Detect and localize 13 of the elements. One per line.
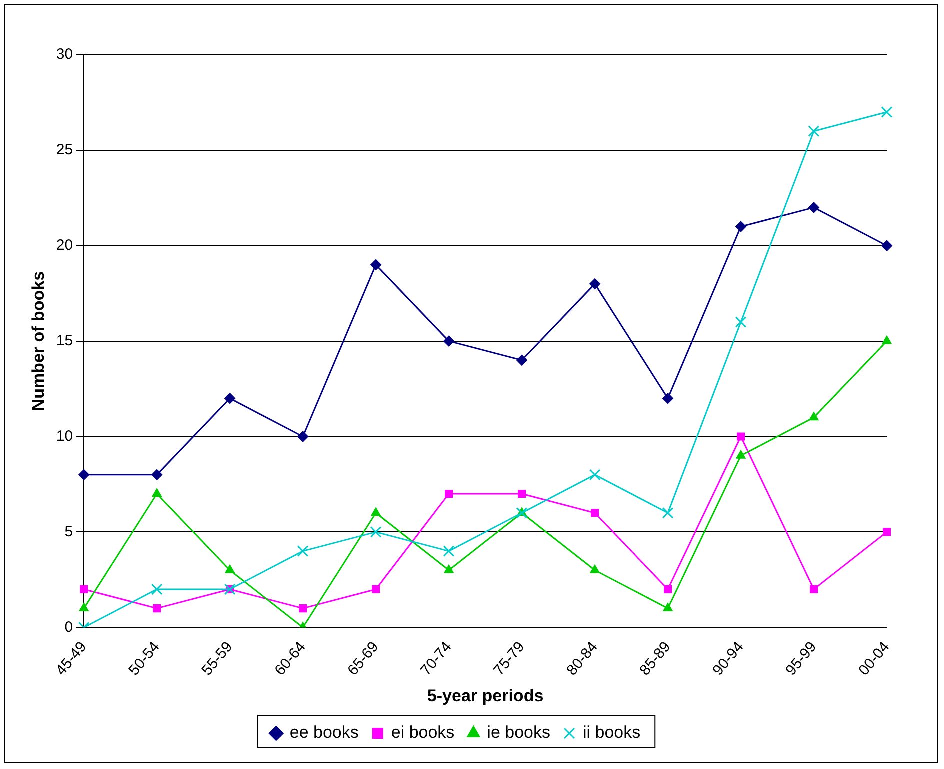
y-axis-title: Number of books: [28, 271, 48, 412]
y-tick-label: 25: [56, 142, 74, 159]
x-axis-title: 5-year periods: [427, 686, 544, 706]
y-tick-label: 30: [56, 46, 74, 64]
y-tick-label: 20: [56, 237, 74, 254]
y-tick-label: 5: [64, 523, 74, 540]
legend-label: ii books: [582, 723, 641, 742]
y-tick-label: 15: [56, 332, 74, 350]
y-tick-label: 0: [64, 618, 74, 636]
legend-label: ei books: [391, 723, 455, 742]
y-tick-label: 10: [56, 428, 74, 445]
legend-label: ie books: [487, 723, 551, 742]
legend-label: ee books: [290, 723, 359, 742]
